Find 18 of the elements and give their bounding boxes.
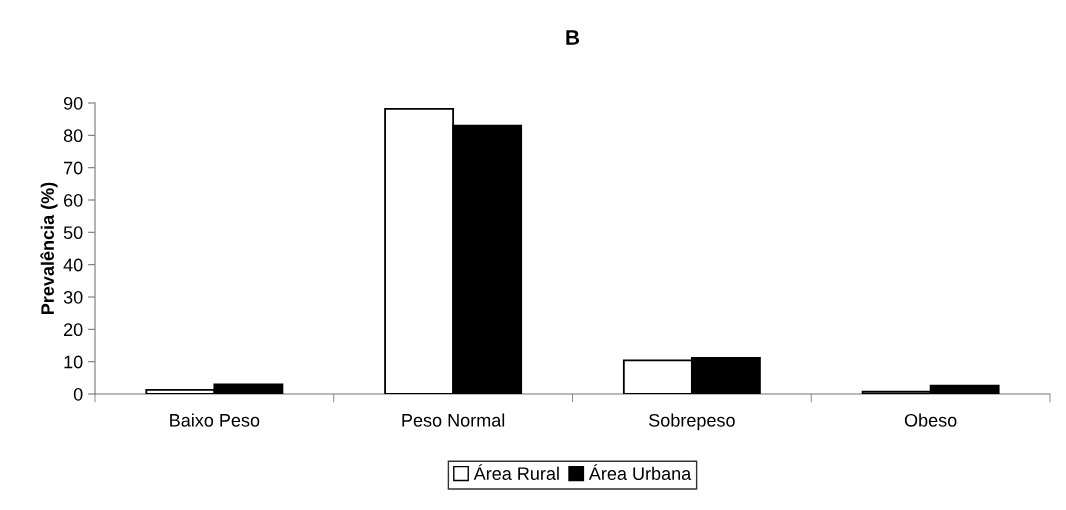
y-tick-label: 20 bbox=[64, 323, 83, 337]
y-tick-label: 80 bbox=[63, 129, 83, 143]
y-axis-title: Prevalência (%) bbox=[40, 182, 58, 315]
x-tick-label: Obeso bbox=[904, 413, 957, 427]
x-tick-label: Peso Normal bbox=[402, 413, 505, 427]
y-tick-label: 40 bbox=[63, 258, 83, 272]
y-tick-label: 30 bbox=[63, 290, 83, 304]
x-tick-label: Baixo Peso bbox=[170, 413, 260, 427]
y-tick-label: 50 bbox=[63, 226, 83, 240]
y-tick-label: 0 bbox=[73, 387, 83, 401]
y-tick-label: 60 bbox=[64, 193, 83, 207]
legend-label: Área Urbana bbox=[588, 464, 692, 480]
y-tick-label: 10 bbox=[64, 355, 83, 369]
y-tick-label: 90 bbox=[63, 96, 83, 110]
legend-label: Área Rural bbox=[473, 464, 559, 480]
y-tick-label: 70 bbox=[64, 161, 83, 175]
chart-title: B bbox=[566, 30, 580, 45]
x-tick-label: Sobrepeso bbox=[649, 413, 735, 431]
